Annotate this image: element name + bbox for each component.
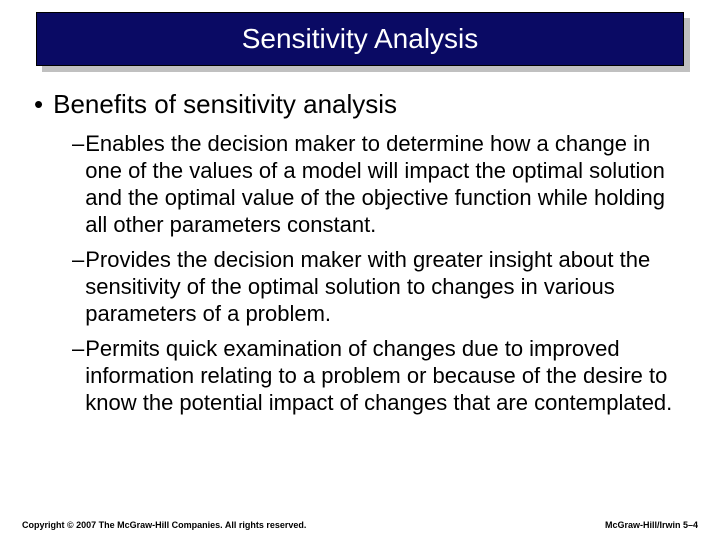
title-box: Sensitivity Analysis <box>36 12 684 66</box>
bullet-marker: • <box>34 88 43 120</box>
bullet-marker: – <box>72 130 83 157</box>
bullet-level2: – Provides the decision maker with great… <box>72 246 690 327</box>
bullet-marker: – <box>72 335 83 362</box>
bullet-text: Permits quick examination of changes due… <box>85 335 690 416</box>
bullet-text: Enables the decision maker to determine … <box>85 130 690 238</box>
bullet-level2: – Enables the decision maker to determin… <box>72 130 690 238</box>
bullet-level2: – Permits quick examination of changes d… <box>72 335 690 416</box>
bullet-text: Benefits of sensitivity analysis <box>53 88 397 120</box>
bullet-level1: • Benefits of sensitivity analysis <box>34 88 690 120</box>
slide: Sensitivity Analysis • Benefits of sensi… <box>0 0 720 540</box>
title-container: Sensitivity Analysis <box>36 12 684 72</box>
bullet-text: Provides the decision maker with greater… <box>85 246 690 327</box>
page-reference: McGraw-Hill/Irwin 5–4 <box>605 520 698 530</box>
bullet-marker: – <box>72 246 83 273</box>
footer: Copyright © 2007 The McGraw-Hill Compani… <box>22 520 698 530</box>
body-text: • Benefits of sensitivity analysis – Ena… <box>34 88 690 424</box>
copyright-text: Copyright © 2007 The McGraw-Hill Compani… <box>22 520 306 530</box>
slide-title: Sensitivity Analysis <box>242 23 479 55</box>
